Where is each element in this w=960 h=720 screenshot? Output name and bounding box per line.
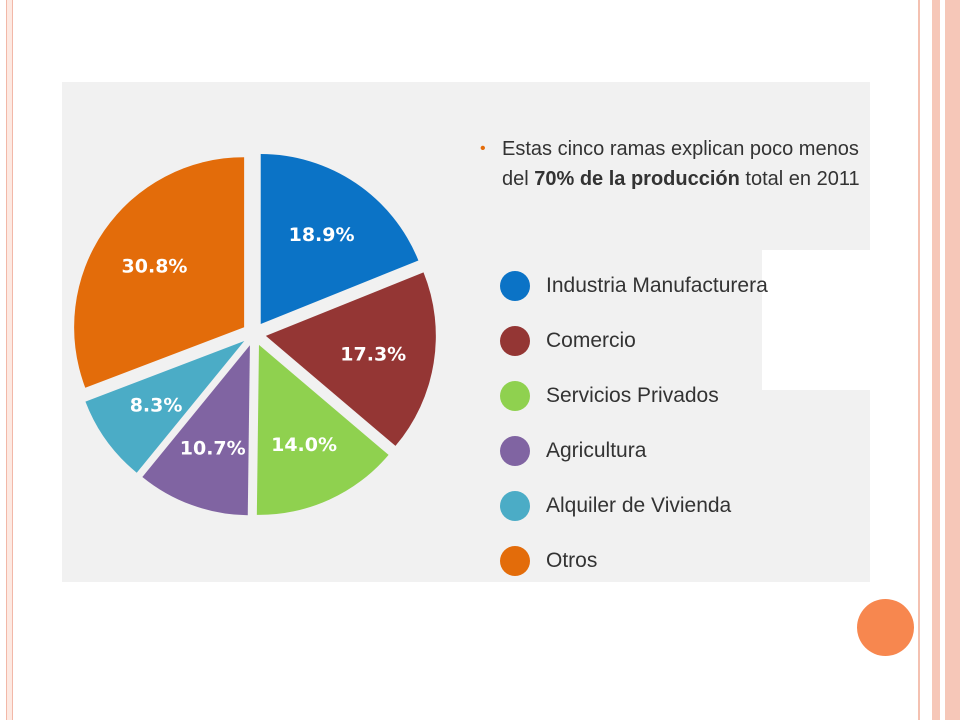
slide-left-border xyxy=(6,0,13,720)
slice-value-label: 8.3% xyxy=(130,395,183,417)
legend-swatch-icon xyxy=(500,545,530,576)
note-line-2-post: total en 2011 xyxy=(739,168,860,190)
slide-right-border xyxy=(918,0,960,720)
chart-note: • Estas cinco ramas explican poco menos … xyxy=(480,134,870,194)
slice-value-label: 30.8% xyxy=(122,255,188,277)
pie-slice-comercio xyxy=(265,272,436,446)
legend-label: Comercio xyxy=(546,328,636,352)
legend-swatch-icon xyxy=(500,270,530,301)
accent-circle xyxy=(857,599,914,656)
legend-item-servicios-privados: Servicios Privados xyxy=(500,368,860,423)
pie-slice-otros xyxy=(74,157,245,388)
legend-item-agricultura: Agricultura xyxy=(500,423,860,478)
chart-panel-highlight xyxy=(762,250,870,390)
legend-item-industria-manufacturera: Industria Manufacturera xyxy=(500,258,860,313)
legend-label: Alquiler de Vivienda xyxy=(546,493,732,517)
legend-label: Servicios Privados xyxy=(546,383,719,407)
legend-label: Industria Manufacturera xyxy=(546,273,768,297)
legend-item-alquiler-de-vivienda: Alquiler de Vivienda xyxy=(500,478,860,533)
slice-value-label: 10.7% xyxy=(180,438,246,460)
pie-slice-servicios-privados xyxy=(256,344,389,515)
legend-item-comercio: Comercio xyxy=(500,313,860,368)
legend-swatch-icon xyxy=(500,490,530,521)
pie-slice-industria-manufacturera xyxy=(260,154,419,325)
bullet-icon: • xyxy=(480,140,486,157)
legend-swatch-icon xyxy=(500,435,530,466)
legend-swatch-icon xyxy=(500,325,530,356)
note-line-1: Estas cinco ramas explican poco menos xyxy=(502,138,859,160)
note-line-2-bold: 70% de la producción xyxy=(534,168,740,190)
chart-legend: Industria Manufacturera Comercio Servicios… xyxy=(500,258,860,588)
pie-slice-agricultura xyxy=(142,345,250,516)
slice-value-label: 14.0% xyxy=(271,434,337,456)
legend-swatch-icon xyxy=(500,380,530,411)
legend-item-otros: Otros xyxy=(500,533,860,588)
legend-label: Agricultura xyxy=(546,438,647,462)
legend-label: Otros xyxy=(546,548,598,572)
pie-chart: 18.9% 17.3% 14.0% 10.7% 8.3% 30.8% xyxy=(74,154,436,516)
note-line-2-pre: del xyxy=(502,168,535,190)
slice-value-label: 17.3% xyxy=(340,343,406,365)
slice-value-label: 18.9% xyxy=(289,224,355,246)
pie-slice-alquiler-de-vivienda xyxy=(85,341,245,473)
